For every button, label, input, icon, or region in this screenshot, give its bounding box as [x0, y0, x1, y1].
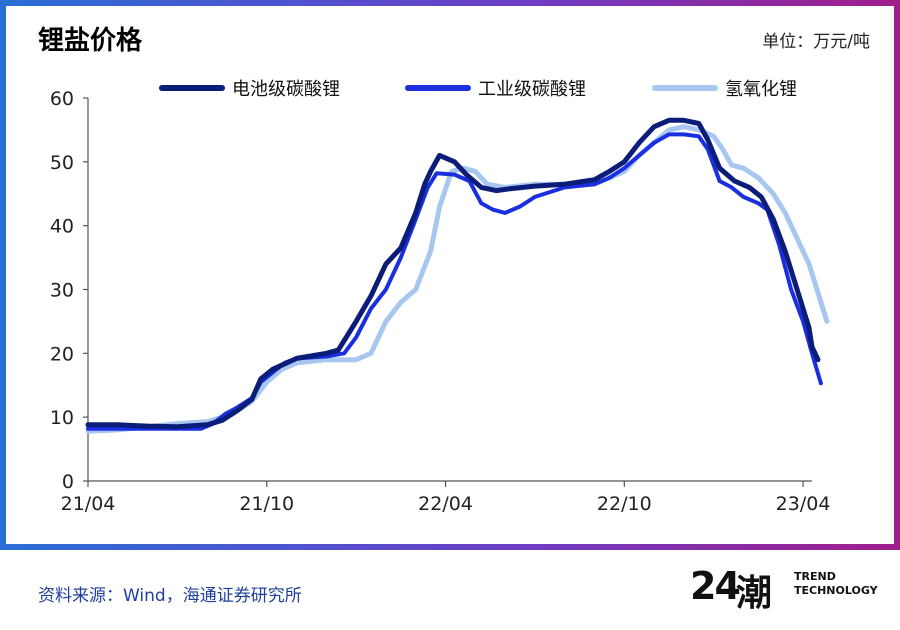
y-tick-label: 0 [62, 471, 74, 493]
series-line-3 [85, 124, 830, 434]
logo-text-trend: TREND [794, 570, 836, 583]
y-tick-label: 10 [50, 407, 74, 429]
x-tick-label: 22/04 [418, 493, 473, 515]
logo-glyph: 潮 [736, 573, 773, 614]
series-line-1 [85, 117, 821, 430]
legend-label-2: 工业级碳酸锂 [478, 79, 586, 100]
logo-text-technology: TECHNOLOGY [794, 584, 878, 597]
source-note: 资料来源：Wind，海通证券研究所 [38, 586, 302, 606]
logo: 24 潮 TREND TECHNOLOGY [690, 564, 880, 614]
legend: 电池级碳酸锂 工业级碳酸锂 氢氧化锂 [159, 79, 797, 100]
axes: 0 10 20 30 40 50 60 21/04 21/10 22/04 22/10 23/04 [50, 88, 831, 515]
unit-label: 单位：万元/吨 [762, 32, 870, 52]
chart-svg: 0 10 20 30 40 50 60 21/04 21/10 22/04 22/10 23/04 电… [50, 79, 831, 515]
chart-title: 锂盐价格 [38, 26, 143, 56]
x-tick-label: 23/04 [776, 493, 831, 515]
chart-frame [0, 0, 900, 550]
x-tick-label: 21/10 [239, 493, 294, 515]
x-tick-label: 21/04 [61, 493, 116, 515]
legend-label-1: 电池级碳酸锂 [232, 79, 340, 100]
y-tick-label: 40 [50, 216, 74, 238]
y-tick-label: 20 [50, 343, 74, 365]
legend-label-3: 氢氧化锂 [725, 79, 797, 100]
series-line-2 [86, 132, 823, 431]
y-tick-label: 60 [50, 88, 74, 110]
y-tick-label: 30 [50, 280, 74, 302]
logo-number: 24 [690, 564, 741, 608]
x-tick-label: 22/10 [597, 493, 652, 515]
series-layer [85, 117, 830, 434]
y-tick-label: 50 [50, 152, 74, 174]
